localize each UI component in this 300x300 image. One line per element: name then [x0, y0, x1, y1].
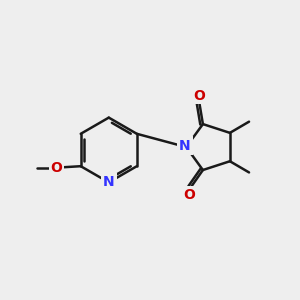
Text: O: O [51, 161, 62, 175]
Text: O: O [183, 188, 195, 202]
Text: N: N [103, 176, 115, 189]
Text: O: O [194, 88, 205, 103]
Text: N: N [179, 139, 190, 153]
